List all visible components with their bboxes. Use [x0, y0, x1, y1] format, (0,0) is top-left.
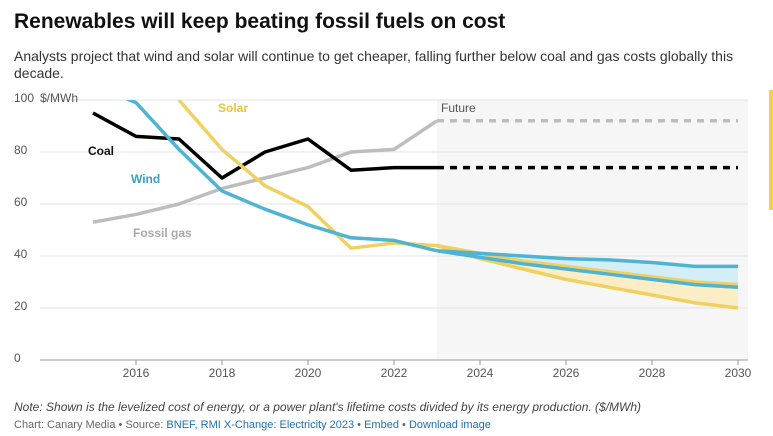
series-label: Solar: [218, 101, 248, 115]
x-tick-label: 2030: [725, 366, 752, 380]
credit-text: Chart: Canary Media • Source:: [14, 419, 164, 431]
note: Note: Shown is the levelized cost of ene…: [14, 400, 642, 414]
series-line: [436, 249, 738, 269]
x-tick-label: 2024: [467, 366, 494, 380]
series-label: Wind: [131, 172, 160, 186]
series-label: Coal: [88, 144, 114, 158]
embed-link[interactable]: Embed: [364, 419, 399, 431]
x-tick-label: 2028: [639, 366, 666, 380]
x-tick-label: 2020: [295, 366, 322, 380]
x-tick-label: 2022: [381, 366, 408, 380]
separator: •: [402, 419, 406, 431]
chart-title: Renewables will keep beating fossil fuel…: [14, 10, 506, 33]
chart-subtitle: Analysts project that wind and solar wil…: [14, 48, 734, 81]
series-line: [125, 100, 438, 253]
y-tick-label: 100: [14, 91, 34, 105]
download-link[interactable]: Download image: [408, 419, 491, 431]
separator: •: [357, 419, 362, 431]
future-shade: [437, 100, 748, 360]
y-tick-label: 40: [14, 247, 28, 261]
series-line: [436, 243, 739, 310]
y-tick-label: 80: [14, 143, 28, 157]
x-tick-label: 2018: [209, 366, 236, 380]
series-line: [436, 249, 739, 289]
series-label: Fossil gas: [133, 226, 192, 240]
y-tick-label: 0: [14, 351, 21, 365]
series-line: [92, 111, 437, 180]
source-link[interactable]: BNEF, RMI X-Change: Electricity 2023: [166, 419, 355, 431]
y-unit: $/MWh: [40, 91, 78, 105]
edge-bar: [769, 90, 773, 210]
plot: [92, 100, 739, 310]
annotation: Future: [441, 101, 476, 115]
x-tick-label: 2016: [123, 366, 150, 380]
credit: Chart: Canary Media • Source: BNEF, RMI …: [14, 419, 491, 431]
series-line: [92, 119, 438, 224]
x-tick-label: 2026: [553, 366, 580, 380]
series-line: [177, 100, 438, 250]
y-tick-label: 60: [14, 195, 28, 209]
y-tick-label: 20: [14, 299, 28, 313]
